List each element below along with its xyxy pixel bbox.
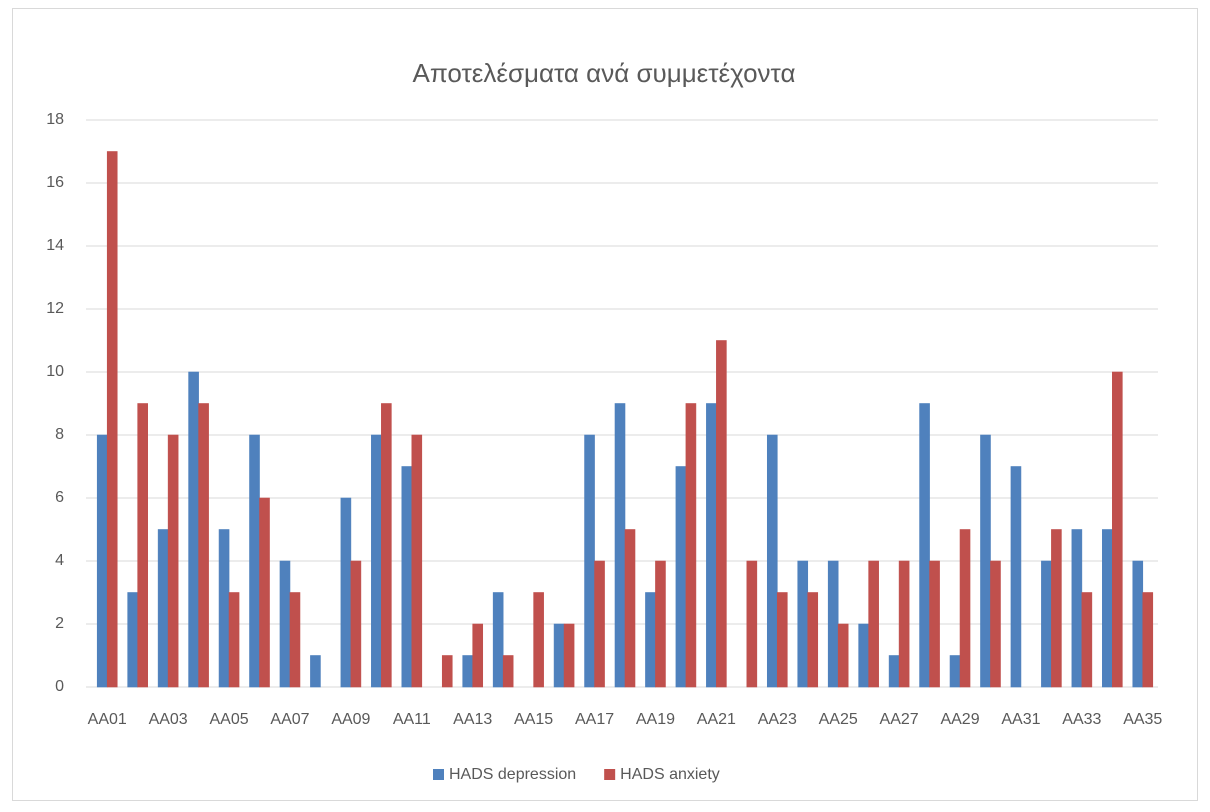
x-tick-label: AA15 — [514, 711, 553, 728]
y-tick-label: 10 — [46, 363, 64, 380]
bar — [553, 623, 565, 688]
bar — [157, 529, 169, 688]
bar — [492, 592, 504, 688]
x-tick-label: AA01 — [88, 711, 127, 728]
x-tick-label: AA31 — [1001, 711, 1040, 728]
y-tick-label: 14 — [46, 237, 64, 254]
bar — [888, 655, 900, 688]
bar — [289, 592, 301, 688]
x-tick-label: AA03 — [149, 711, 188, 728]
x-tick-label: AA17 — [575, 711, 614, 728]
x-tick-label: AA13 — [453, 711, 492, 728]
x-tick-label: AA05 — [209, 711, 248, 728]
bar — [990, 560, 1001, 688]
legend-swatch — [604, 769, 616, 780]
bar — [959, 529, 971, 688]
x-tick-label: AA25 — [819, 711, 858, 728]
bar — [929, 560, 940, 688]
y-tick-label: 0 — [55, 678, 64, 695]
bar — [1081, 592, 1093, 688]
bar — [766, 434, 778, 688]
chart-title: Αποτελέσματα ανά συμμετέχοντα — [413, 58, 796, 88]
bar — [1142, 592, 1154, 688]
bar — [706, 403, 717, 688]
bar — [472, 623, 484, 688]
bar — [228, 592, 240, 688]
bar — [167, 434, 179, 688]
bar — [188, 371, 199, 688]
bar — [716, 340, 727, 688]
bar — [858, 623, 869, 688]
legend-label: HADS depression — [449, 766, 576, 783]
x-tick-label: AA27 — [880, 711, 919, 728]
bar — [837, 623, 849, 688]
legend-swatch — [433, 769, 444, 780]
bar — [919, 403, 930, 688]
bar — [340, 497, 352, 688]
x-tick-label: AA33 — [1062, 711, 1101, 728]
bar — [655, 560, 666, 688]
x-tick-label: AA19 — [636, 711, 675, 728]
legend-label: HADS anxiety — [620, 766, 720, 783]
y-tick-label: 12 — [46, 300, 64, 317]
bar — [502, 655, 514, 688]
bar — [441, 655, 453, 688]
bar — [1102, 529, 1113, 688]
bar — [949, 655, 961, 688]
y-tick-label: 4 — [55, 552, 64, 569]
bar — [827, 560, 839, 688]
bar — [898, 560, 910, 688]
bar — [563, 623, 575, 688]
bar — [685, 403, 697, 688]
y-tick-label: 6 — [55, 489, 64, 506]
bar — [533, 592, 544, 688]
bar — [1010, 466, 1022, 688]
bar — [106, 151, 118, 688]
y-tick-label: 2 — [55, 615, 64, 632]
bar — [411, 434, 423, 688]
bar — [137, 403, 148, 688]
bar — [1071, 529, 1083, 688]
bar — [624, 529, 636, 688]
bar — [584, 434, 595, 688]
bar — [198, 403, 209, 688]
bar — [776, 592, 788, 688]
bar — [645, 592, 656, 688]
y-tick-label: 16 — [46, 174, 64, 191]
x-tick-label: AA29 — [940, 711, 979, 728]
bar — [350, 560, 362, 688]
x-tick-label: AA11 — [393, 711, 431, 728]
bar — [746, 560, 758, 688]
y-tick-label: 18 — [46, 111, 64, 128]
bar — [868, 560, 879, 688]
bar — [127, 592, 138, 688]
x-tick-label: AA07 — [270, 711, 309, 728]
bar — [614, 403, 626, 688]
bar — [310, 655, 321, 688]
bar — [1041, 560, 1052, 688]
bar — [807, 592, 819, 688]
bar — [1112, 371, 1123, 688]
x-tick-label: AA23 — [758, 711, 797, 728]
bar — [218, 529, 230, 688]
x-tick-label: AA35 — [1123, 711, 1162, 728]
bar — [980, 434, 991, 688]
bar — [1051, 529, 1062, 688]
x-tick-label: AA09 — [331, 711, 370, 728]
bar — [462, 655, 474, 688]
bar — [249, 434, 260, 688]
bar — [594, 560, 605, 688]
bar — [259, 497, 270, 688]
y-tick-label: 8 — [55, 426, 64, 443]
bar — [279, 560, 291, 688]
bar — [797, 560, 809, 688]
bar — [401, 466, 413, 688]
bar — [675, 466, 687, 688]
bar — [1132, 560, 1144, 688]
bar — [381, 403, 392, 688]
x-tick-label: AA21 — [697, 711, 736, 728]
bar — [371, 434, 382, 688]
bar — [96, 434, 108, 688]
